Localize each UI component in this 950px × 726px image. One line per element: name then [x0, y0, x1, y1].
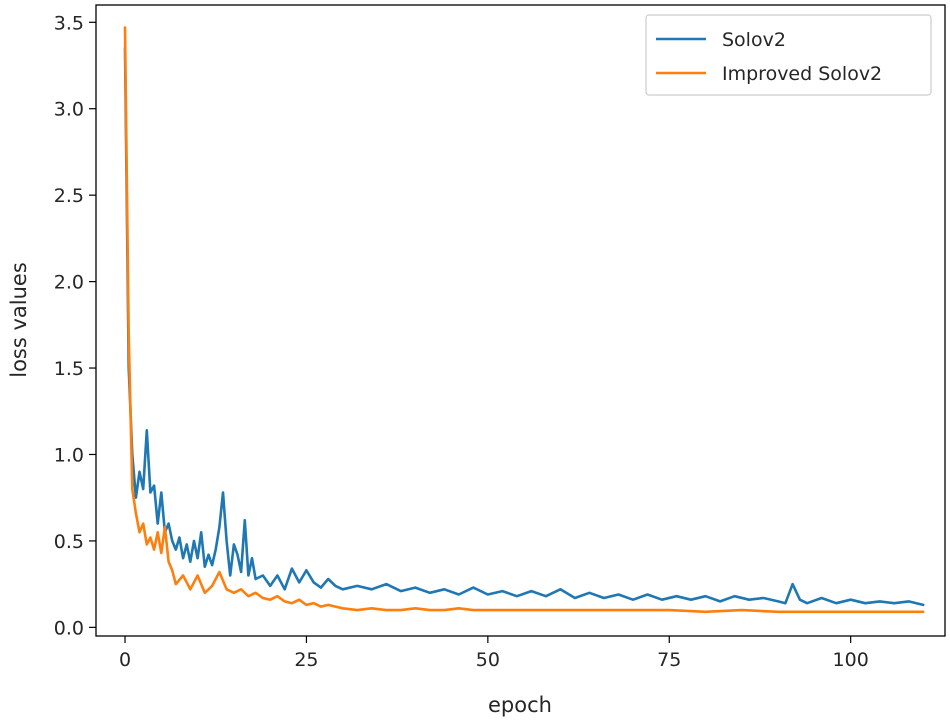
x-tick-label: 0 [119, 649, 131, 671]
series-line-solov2 [123, 46, 925, 607]
x-tick-label: 100 [833, 649, 869, 671]
y-tick-label: 2.5 [54, 185, 84, 207]
x-axis-title: epoch [488, 693, 552, 717]
y-tick-label: 1.0 [54, 444, 84, 466]
legend-label-solov2: Solov2 [722, 29, 786, 51]
y-tick-label: 2.0 [54, 272, 84, 294]
y-tick-label: 0.0 [54, 617, 84, 639]
legend-box [645, 14, 932, 96]
series-layer [123, 26, 925, 614]
y-tick-label: 0.5 [54, 531, 84, 553]
plot-frame [95, 4, 946, 637]
series-line-improved-solov2 [123, 26, 925, 614]
x-tick-label: 25 [294, 649, 318, 671]
y-tick-label: 3.5 [54, 12, 84, 34]
y-axis-title: loss values [7, 262, 31, 378]
x-tick-label: 75 [657, 649, 681, 671]
y-axis: 0.0 0.5 1.0 1.5 2.0 2.5 3.0 3.5 [54, 12, 96, 639]
x-axis: 0 25 50 75 100 [119, 636, 869, 671]
legend: Solov2 Improved Solov2 [645, 14, 932, 96]
y-tick-label: 3.0 [54, 99, 84, 121]
legend-label-improved-solov2: Improved Solov2 [722, 63, 882, 85]
x-tick-label: 50 [476, 649, 500, 671]
y-tick-label: 1.5 [54, 358, 84, 380]
